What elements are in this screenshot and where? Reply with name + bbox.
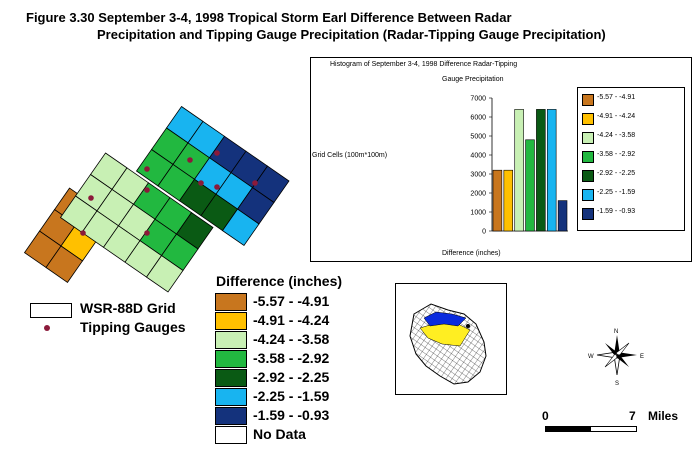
scale-unit-label: Miles <box>648 409 679 423</box>
legend-item: -2.92 - -2.25 <box>215 368 375 387</box>
tipping-gauges <box>80 150 258 236</box>
histogram-legend-swatch <box>582 132 594 144</box>
legend-label: -2.92 - -2.25 <box>253 369 330 385</box>
legend-label: -3.58 - -2.92 <box>253 350 330 366</box>
histogram-legend-item: -1.59 - -0.93 <box>582 206 682 222</box>
wsr88d-grid-label: WSR-88D Grid <box>80 300 176 316</box>
tipping-gauge <box>252 180 258 186</box>
tipping-gauge <box>198 180 204 186</box>
tipping-gauge-symbol <box>44 325 50 331</box>
legend-label: -5.57 - -4.91 <box>253 293 330 309</box>
compass-needle <box>605 343 618 356</box>
histogram-legend-swatch <box>582 113 594 125</box>
difference-grid-map <box>23 105 290 293</box>
legend-swatch <box>215 331 247 349</box>
difference-legend-title: Difference (inches) <box>216 273 343 289</box>
histogram-legend-item: -2.25 - -1.59 <box>582 187 682 203</box>
legend-swatch <box>215 312 247 330</box>
histogram-legend-swatch <box>582 189 594 201</box>
legend-label: -2.25 - -1.59 <box>253 388 330 404</box>
legend-swatch <box>215 293 247 311</box>
tipping-gauge <box>80 230 86 236</box>
compass-needle <box>616 354 629 367</box>
legend-label: -4.91 - -4.24 <box>253 312 330 328</box>
figure-title-line2: Precipitation and Tipping Gauge Precipit… <box>97 27 606 42</box>
inset-map-svg <box>409 303 487 385</box>
scale-start-label: 0 <box>542 409 549 423</box>
legend-swatch <box>215 426 247 444</box>
histogram-legend-label: -5.57 - -4.91 <box>597 94 636 101</box>
tipping-gauge <box>144 187 150 193</box>
legend-item: -5.57 - -4.91 <box>215 292 375 311</box>
scale-end-label: 7 <box>629 409 636 423</box>
compass-needle <box>617 352 637 358</box>
legend-swatch <box>215 350 247 368</box>
tipping-gauge <box>214 184 220 190</box>
histogram-legend-item: -4.91 - -4.24 <box>582 111 682 127</box>
tipping-gauge <box>88 195 94 201</box>
legend-label: No Data <box>253 426 306 442</box>
compass-e-label: E <box>640 354 644 360</box>
compass-s-label: S <box>615 381 619 387</box>
compass-n-label: N <box>614 329 618 335</box>
scale-bar <box>545 426 637 432</box>
legend-item: -1.59 - -0.93 <box>215 406 375 425</box>
legend-item: -3.58 - -2.92 <box>215 349 375 368</box>
legend-swatch <box>215 369 247 387</box>
compass-rose: N S W E <box>588 329 644 387</box>
histogram-legend-item: -2.92 - -2.25 <box>582 168 682 184</box>
legend-item: -4.24 - -3.58 <box>215 330 375 349</box>
legend-label: -1.59 - -0.93 <box>253 407 330 423</box>
histogram-legend-label: -2.25 - -1.59 <box>597 189 636 196</box>
histogram-legend-label: -4.91 - -4.24 <box>597 113 636 120</box>
histogram-legend-swatch <box>582 170 594 182</box>
histogram-legend-swatch <box>582 151 594 163</box>
grid-cell <box>145 255 184 293</box>
legend-item: -2.25 - -1.59 <box>215 387 375 406</box>
histogram-y-axis-label: Grid Cells (100m*100m) <box>312 152 388 159</box>
compass-needle <box>604 353 619 368</box>
inset-blue-area <box>423 311 467 327</box>
legend-item: No Data <box>215 425 375 444</box>
histogram-legend-swatch <box>582 208 594 220</box>
legend-label: -4.24 - -3.58 <box>253 331 330 347</box>
legend-swatch <box>215 388 247 406</box>
histogram-legend-label: -4.24 - -3.58 <box>597 132 636 139</box>
histogram-legend: -5.57 - -4.91 -4.91 - -4.24 -4.24 - -3.58 -… <box>577 87 685 231</box>
histogram-title-line2: Gauge Precipitation <box>442 76 504 83</box>
histogram-legend-label: -1.59 - -0.93 <box>597 208 636 215</box>
histogram-x-axis-label: Difference (inches) <box>442 250 501 257</box>
legend-item: -4.91 - -4.24 <box>215 311 375 330</box>
wsr88d-grid-swatch <box>30 303 72 318</box>
inset-gauge <box>466 324 470 328</box>
histogram-legend-item: -5.57 - -4.91 <box>582 92 682 108</box>
compass-needle <box>615 342 630 357</box>
tipping-gauge <box>214 150 220 156</box>
histogram-legend-item: -3.58 - -2.92 <box>582 149 682 165</box>
histogram-title-line1: Histogram of September 3-4, 1998 Differe… <box>330 61 518 68</box>
histogram-legend-label: -3.58 - -2.92 <box>597 151 636 158</box>
scale-bar-fill <box>546 427 591 431</box>
compass-needle <box>614 335 620 355</box>
tipping-gauges-label: Tipping Gauges <box>80 319 186 335</box>
histogram-legend-item: -4.24 - -3.58 <box>582 130 682 146</box>
figure-title-line1: Figure 3.30 September 3-4, 1998 Tropical… <box>26 10 512 25</box>
compass-w-label: W <box>588 354 594 360</box>
grid-cell <box>221 208 260 247</box>
inset-locator-map <box>395 283 507 395</box>
tipping-gauge <box>144 230 150 236</box>
grid-cell <box>45 245 84 283</box>
tipping-gauge <box>187 157 193 163</box>
histogram-legend-label: -2.92 - -2.25 <box>597 170 636 177</box>
legend-swatch <box>215 407 247 425</box>
histogram-legend-swatch <box>582 94 594 106</box>
tipping-gauge <box>144 166 150 172</box>
